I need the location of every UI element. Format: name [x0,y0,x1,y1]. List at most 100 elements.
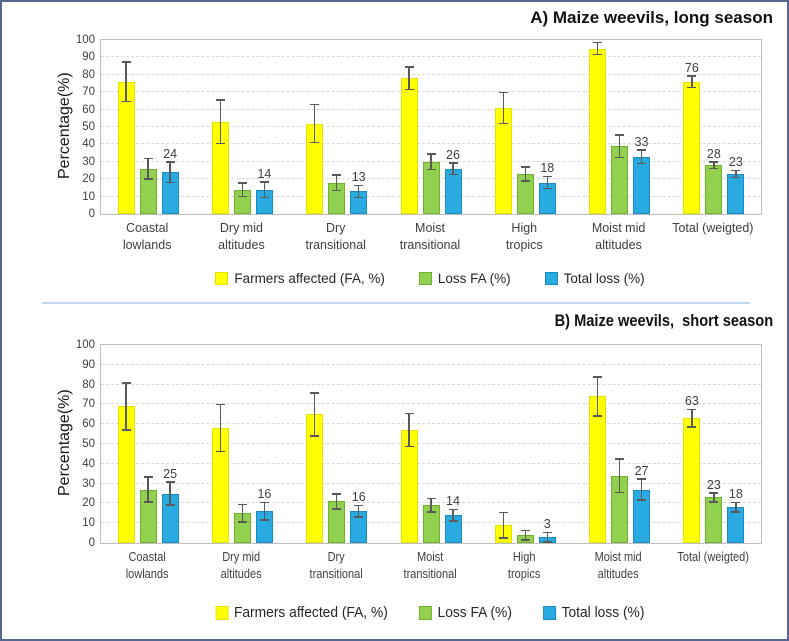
error-bar-cap-bottom [731,511,741,513]
error-bar-cap-bottom [637,162,647,165]
error-bar-cap-bottom [215,142,225,145]
y-tick-label: 50 [82,121,95,133]
chart-b-plot-area: 0 10 20 30 40 50 60 70 80 90 100 63 23 25 16 16 14 3 27 18 [76,339,762,549]
bar-farmers-affected-fa [589,48,607,214]
error-bar-cap-top [615,458,625,460]
error-bar-cap-bottom [404,445,414,448]
category-label: High tropics [505,221,543,252]
error-bar-cap-top [498,91,508,94]
legend-item-farmers-affected: Farmers affected (FA, %) [215,604,388,621]
gridline-40 [101,462,761,464]
error-bar [430,499,432,512]
error-bar [169,162,171,182]
y-tick-label: 90 [82,51,95,64]
error-bar [357,506,360,517]
gridline-40 [101,143,761,145]
legend-label: Loss FA (%) [437,604,512,621]
error-bar-cap-top [354,504,364,507]
loss-fa-swatch-icon [418,272,432,285]
y-tick-label: 70 [82,86,95,99]
error-bar-cap-top [709,161,719,163]
error-bar [640,479,643,500]
data-label: 26 [446,147,460,162]
error-bar-cap-bottom [520,180,530,182]
loss-fa-swatch-icon [419,605,433,620]
error-bar-cap-bottom [542,187,552,190]
error-bar [640,150,643,163]
error-bar-cap-top [354,184,364,187]
error-bar-cap-bottom [448,520,458,522]
y-tick-label: 30 [82,155,95,168]
error-bar-cap-bottom [615,491,625,494]
y-tick-label: 20 [82,173,95,186]
gridline-90 [101,363,761,365]
data-label: 23 [728,155,743,170]
error-bar [691,76,693,87]
error-bar [546,533,549,542]
error-bar-cap-bottom [709,167,719,170]
y-tick-label: 0 [88,208,95,220]
bar-farmers-affected-fa [400,78,418,214]
error-bar [335,175,338,190]
error-bar-cap-top [215,99,225,101]
error-bar-cap-top [687,75,697,77]
error-bar [691,410,693,427]
error-bar-cap-top [259,501,269,504]
data-label: 13 [351,170,366,185]
error-bar-cap-top [143,157,153,160]
error-bar-cap-bottom [687,86,697,89]
error-bar [546,177,549,188]
category-label: Dry transitional [305,221,366,252]
gridline-70 [101,91,761,93]
error-bar [408,67,410,89]
y-tick-label: 80 [82,378,95,391]
error-bar-cap-top [310,392,320,394]
error-bar-cap-top [542,531,552,534]
error-bar-cap-top [165,161,175,163]
error-bar-cap-bottom [332,508,342,510]
error-bar [524,167,527,181]
error-bar [735,171,737,177]
error-bar-cap-top [520,166,530,168]
error-bar-cap-bottom [731,176,741,179]
error-bar-cap-bottom [165,504,175,506]
gridline-60 [101,108,761,110]
bar-total-loss [727,173,745,214]
total-loss-swatch-icon [543,605,557,620]
y-tick-label: 60 [82,418,95,431]
error-bar-cap-bottom [498,537,508,539]
error-bar [263,182,266,197]
error-bar-cap-top [709,492,719,494]
y-tick-label: 100 [75,339,95,351]
y-tick-label: 0 [88,537,95,549]
data-label: 16 [351,490,366,505]
data-label: 24 [163,146,178,161]
error-bar-cap-bottom [310,435,320,437]
error-bar [735,503,737,512]
y-tick-label: 40 [82,457,95,470]
error-bar-cap-bottom [143,178,153,180]
gridline-70 [101,403,761,405]
error-bar-cap-top [448,162,458,164]
error-bar [596,377,599,416]
data-label: 33 [634,134,649,149]
gridline-50 [101,126,761,127]
error-bar-cap-bottom [259,519,269,521]
chart-a-title: A) Maize weevils, long season [530,8,773,27]
gridline-80 [101,383,761,385]
y-tick-label: 90 [82,358,95,371]
category-label: Dry mid altitudes [218,221,265,252]
error-bar-cap-bottom [143,501,153,503]
bar-loss-fa [705,165,723,214]
error-bar-cap-bottom [332,189,342,192]
legend-label: Total loss (%) [563,271,645,286]
legend-label: Loss FA (%) [437,271,511,286]
chart-b-title: B) Maize weevils, short season [554,311,773,330]
error-bar-cap-bottom [615,156,625,159]
error-bar [335,494,338,509]
error-bar-cap-bottom [121,429,131,431]
chart-b-legend: Farmers affected (FA, %) Loss FA (%) Tot… [126,604,733,621]
legend-item-total-loss: Total loss (%) [544,271,645,286]
error-bar [408,414,410,446]
error-bar-cap-top [731,169,741,172]
